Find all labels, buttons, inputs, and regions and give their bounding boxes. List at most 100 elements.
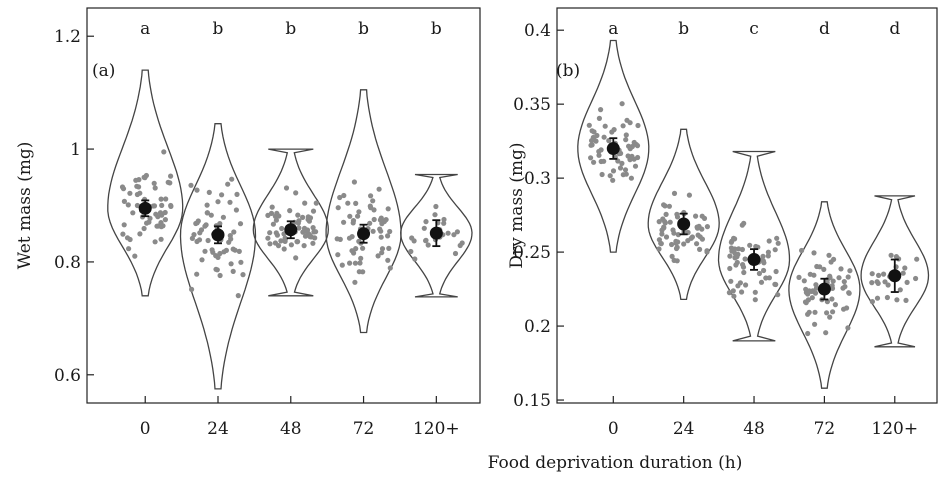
- data-point: [295, 212, 301, 218]
- data-point: [663, 211, 669, 217]
- data-point: [237, 221, 244, 227]
- data-point: [386, 245, 392, 251]
- data-point: [897, 287, 903, 293]
- violin-shape: [400, 173, 473, 298]
- data-point: [234, 191, 240, 197]
- data-point: [869, 280, 875, 286]
- data-point: [287, 208, 293, 214]
- data-point: [845, 274, 851, 280]
- data-point: [812, 309, 818, 315]
- data-point: [270, 221, 276, 227]
- mean-marker: [606, 142, 620, 156]
- data-point: [165, 179, 171, 185]
- x-tick-label: 72: [814, 419, 836, 439]
- data-point: [281, 246, 287, 252]
- y-axis-title: Wet mass (mg): [15, 142, 35, 270]
- data-point: [830, 309, 836, 315]
- data-point: [152, 185, 158, 191]
- data-point: [209, 247, 215, 253]
- data-point: [809, 295, 815, 301]
- data-point: [902, 265, 908, 271]
- data-point: [765, 249, 772, 255]
- data-point: [589, 138, 595, 144]
- data-point: [596, 152, 602, 158]
- data-point: [141, 225, 147, 232]
- data-point: [882, 279, 888, 285]
- data-point: [663, 234, 670, 240]
- data-point: [295, 220, 301, 226]
- data-point: [775, 240, 781, 246]
- data-point: [824, 299, 831, 305]
- data-point: [199, 257, 205, 263]
- data-point: [306, 231, 312, 237]
- data-point: [130, 210, 136, 216]
- data-point: [163, 196, 169, 202]
- data-point: [228, 261, 234, 267]
- data-point: [589, 128, 595, 134]
- data-point: [869, 271, 875, 277]
- data-point: [662, 220, 668, 226]
- data-point: [432, 212, 438, 218]
- data-point: [618, 150, 624, 156]
- data-point: [836, 275, 842, 281]
- data-point: [305, 216, 311, 223]
- significance-letter: d: [819, 19, 830, 39]
- data-point: [134, 191, 140, 198]
- data-point: [153, 211, 159, 217]
- data-point: [623, 137, 629, 143]
- data-point: [219, 192, 225, 198]
- significance-letter: b: [213, 19, 224, 39]
- y-tick-label: 0.6: [54, 366, 81, 386]
- data-point: [741, 220, 747, 226]
- mean-marker: [888, 269, 902, 283]
- plot-frame: [86, 7, 481, 404]
- data-point: [230, 246, 236, 252]
- data-point: [832, 302, 839, 308]
- data-point: [617, 165, 624, 171]
- data-point: [132, 253, 138, 259]
- data-point: [272, 240, 278, 246]
- data-point: [189, 235, 195, 241]
- y-axis-title: Dry mass (mg): [507, 142, 527, 268]
- data-point: [914, 256, 920, 262]
- data-point: [240, 272, 246, 278]
- data-point: [125, 202, 131, 208]
- data-point: [267, 241, 273, 247]
- data-point: [269, 204, 275, 210]
- data-point: [766, 275, 773, 281]
- data-point: [674, 244, 680, 250]
- data-point: [337, 194, 343, 201]
- data-point: [673, 240, 679, 246]
- data-point: [379, 221, 385, 227]
- data-point: [701, 215, 708, 221]
- y-tick-label: 0.8: [54, 253, 81, 273]
- data-point: [238, 259, 244, 265]
- data-point: [761, 267, 767, 274]
- y-tick-label: 0.35: [513, 95, 551, 115]
- data-point: [370, 228, 376, 234]
- data-point: [151, 180, 157, 186]
- data-point: [302, 200, 308, 206]
- data-point: [821, 266, 827, 272]
- data-point: [695, 232, 701, 238]
- data-point: [661, 224, 667, 230]
- data-point: [658, 240, 664, 246]
- data-point: [704, 224, 711, 230]
- data-point: [423, 219, 429, 225]
- data-point: [588, 155, 594, 161]
- data-point: [619, 160, 625, 166]
- data-point: [121, 222, 127, 228]
- data-point: [452, 250, 459, 257]
- data-point: [728, 239, 735, 245]
- data-point: [220, 214, 226, 220]
- data-point: [688, 235, 694, 241]
- data-point: [775, 292, 781, 298]
- data-point: [599, 171, 605, 178]
- data-point: [686, 192, 693, 198]
- data-point: [412, 256, 418, 262]
- data-point: [765, 253, 771, 259]
- data-point: [379, 246, 386, 252]
- data-point: [360, 245, 366, 251]
- data-point: [433, 203, 439, 210]
- y-tick-label: 0.2: [524, 317, 551, 337]
